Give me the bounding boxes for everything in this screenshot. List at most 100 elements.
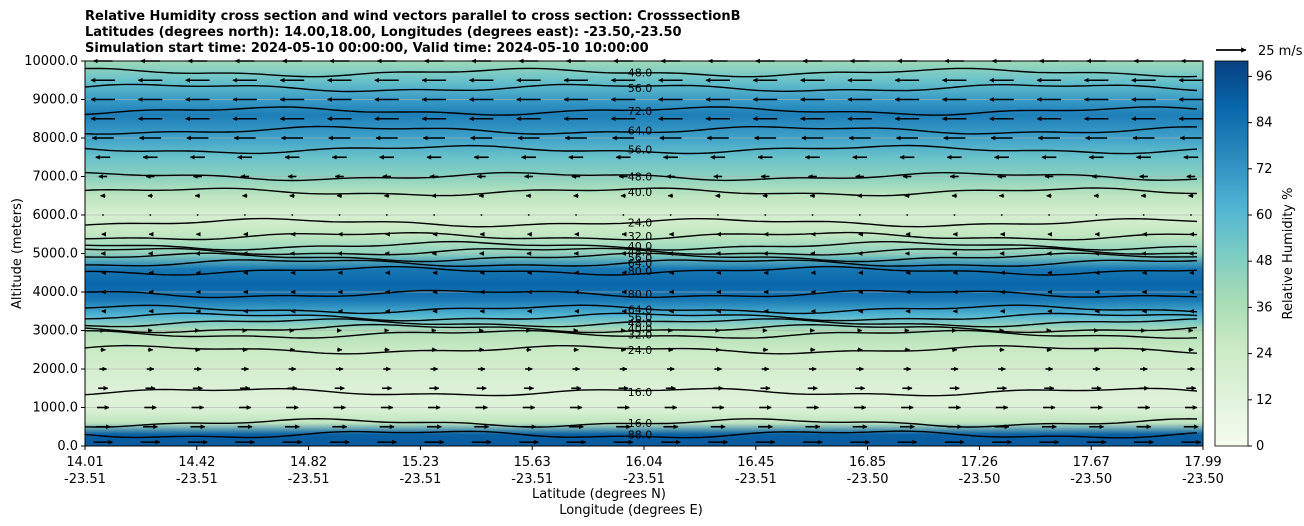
wind-vector-12-8 [480,214,483,216]
colorbar-tick-label-7: 84 [1256,116,1273,131]
colorbar-tick-label-0: 0 [1256,439,1264,454]
x-tick-label-lon-1: -23.51 [176,472,218,487]
contour-label-12: 56.0 [628,251,653,264]
contour-line-15 [84,231,1198,241]
contour-line-6 [84,318,1198,328]
contour-label-23: 48.0 [628,67,653,80]
contour-line-7 [84,312,1198,322]
contour-label-0: 88.0 [628,428,653,441]
x-tick-label-lon-7: -23.50 [847,472,889,487]
contour-line-20 [84,125,1198,135]
x-tick-label-lat-4: 15.63 [514,455,551,470]
contour-line-18 [84,171,1198,182]
chart-title-line-1: Relative Humidity cross section and wind… [85,9,741,24]
contour-line-13 [84,247,1197,256]
y-tick-label-7: 7000.0 [33,170,79,185]
x-tick-label-lon-9: -23.50 [1070,472,1112,487]
y-tick-label-5: 5000.0 [33,247,79,262]
wind-vector-12-12 [669,214,672,216]
contour-label-16: 24.0 [628,217,653,230]
contour-label-2: 16.0 [628,386,653,399]
contour-label-17: 40.0 [628,186,653,199]
contour-label-20: 64.0 [628,124,653,137]
x-tick-label-lat-5: 16.04 [625,455,662,470]
wind-vector-12-4 [291,214,294,216]
contour-line-12 [84,252,1198,263]
x-tick-label-lat-7: 16.85 [849,455,886,470]
x-tick-label-lat-1: 14.42 [178,455,215,470]
contour-line-10 [85,265,1198,276]
contour-line-2 [84,387,1198,397]
x-axis-label-secondary: Longitude (degrees E) [559,503,703,518]
wind-vector-12-11 [622,214,625,216]
contour-label-1: 16.0 [628,417,653,430]
colorbar-tick-label-1: 12 [1256,393,1273,408]
contour-label-6: 48.0 [628,317,653,330]
contour-line-22 [84,83,1198,93]
contour-line-0 [84,430,1198,439]
x-tick-label-lon-0: -23.51 [64,472,106,487]
contour-label-19: 56.0 [628,144,653,157]
x-tick-label-lat-0: 14.01 [66,455,103,470]
contour-label-7: 56.0 [628,311,653,324]
x-tick-label-lon-6: -23.51 [735,472,777,487]
contour-label-3: 24.0 [628,344,653,357]
contour-line-21 [84,106,1198,116]
colorbar-label: Relative Humidity % [1281,188,1296,320]
contour-label-8: 64.0 [628,303,653,316]
wind-vector-12-17 [906,214,909,216]
contour-line-4 [85,329,1198,339]
y-tick-label-3: 3000.0 [33,324,79,339]
x-tick-label-lon-10: -23.50 [1182,472,1224,487]
chart-title-line-3: Simulation start time: 2024-05-10 00:00:… [85,41,649,56]
x-tick-label-lat-9: 17.67 [1073,455,1110,470]
chart-title-line-2: Latitudes (degrees north): 14.00,18.00, … [85,25,682,40]
y-tick-label-9: 9000.0 [33,93,79,108]
wind-vector-12-13 [717,214,719,216]
contour-label-5: 40.0 [628,323,653,336]
y-tick-label-8: 8000.0 [33,131,79,146]
wind-vector-12-18 [953,214,956,216]
wind-vector-12-6 [385,214,388,216]
x-tick-label-lon-8: -23.50 [958,472,1000,487]
colorbar-tick-label-5: 60 [1256,208,1273,223]
wind-vector-12-9 [527,214,530,216]
contour-line-11 [85,259,1198,268]
colorbar-tick-label-6: 72 [1256,162,1273,177]
wind-vector-12-23 [1190,214,1192,216]
y-tick-label-1: 1000.0 [33,401,79,416]
contour-label-14: 40.0 [628,240,653,253]
y-axis-label: Altitude (meters) [10,198,25,309]
contour-label-4: 32.0 [628,328,653,341]
colorbar-tick-label-3: 36 [1256,300,1273,315]
contour-line-17 [84,187,1198,197]
wind-vector-12-20 [1048,214,1050,216]
contour-label-9: 80.0 [628,288,653,301]
wind-vector-12-7 [433,214,436,216]
colorbar-tick-label-8: 96 [1256,69,1273,84]
colorbar-tick-label-4: 48 [1256,254,1273,269]
wind-vector-12-3 [244,214,246,216]
contour-label-18: 48.0 [628,171,653,184]
wind-vector-12-2 [196,214,199,216]
colorbar [1214,60,1249,447]
wind-vector-12-0 [102,214,104,216]
y-tick-label-0: 0.0 [57,439,78,454]
x-tick-label-lat-8: 17.26 [961,455,998,470]
wind-vector-12-15 [811,214,814,216]
x-tick-label-lon-3: -23.51 [399,472,441,487]
wind-vector-12-5 [338,214,341,216]
wind-vector-12-16 [858,214,861,216]
contour-line-16 [84,217,1198,228]
contour-line-23 [84,67,1198,78]
wind-vector-12-10 [575,214,577,216]
contour-line-19 [84,144,1198,155]
x-tick-label-lat-3: 15.23 [402,455,439,470]
x-tick-label-lat-2: 14.82 [290,455,327,470]
x-tick-label-lon-4: -23.51 [511,472,553,487]
y-tick-label-10: 10000.0 [24,54,78,69]
wind-vector-12-22 [1142,214,1145,216]
contour-line-5 [84,323,1198,334]
contour-label-21: 72.0 [628,105,653,118]
